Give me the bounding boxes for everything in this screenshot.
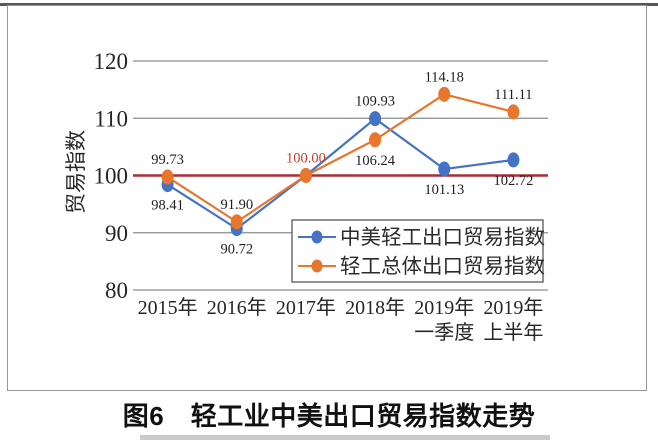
svg-text:2018年: 2018年 [345, 296, 405, 319]
svg-text:100: 100 [94, 164, 129, 189]
y-tick-labels: 80 90 100 110 120 [94, 49, 129, 303]
svg-text:102.72: 102.72 [493, 173, 533, 189]
series-1-marker [369, 132, 382, 148]
series-1-marker [230, 214, 243, 230]
cropped-next-line-remnant [140, 435, 550, 440]
legend-entry-label: 中美轻工出口贸易指数 [340, 226, 545, 249]
svg-text:一季度: 一季度 [414, 321, 474, 344]
svg-text:2017年: 2017年 [276, 296, 336, 319]
svg-text:111.11: 111.11 [494, 87, 532, 103]
svg-text:110: 110 [94, 106, 128, 131]
legend-box [291, 219, 544, 283]
svg-text:80: 80 [105, 278, 128, 303]
series-1-line [161, 86, 520, 230]
svg-text:106.24: 106.24 [355, 153, 396, 169]
svg-text:114.18: 114.18 [425, 69, 464, 85]
series-1-marker [438, 86, 451, 102]
svg-text:99.73: 99.73 [151, 152, 184, 168]
svg-text:2019年: 2019年 [414, 296, 474, 319]
figure-caption: 图6 轻工业中美出口贸易指数走势 [122, 401, 536, 431]
legend-entry-label: 轻工总体出口贸易指数 [340, 255, 545, 278]
svg-text:101.13: 101.13 [424, 182, 464, 198]
series-0-marker [507, 152, 520, 168]
svg-text:91.90: 91.90 [220, 197, 253, 213]
legend-marker [311, 259, 323, 273]
svg-text:109.93: 109.93 [355, 94, 395, 110]
series-0-marker [438, 161, 451, 177]
svg-text:上半年: 上半年 [483, 321, 543, 344]
legend-marker [311, 230, 323, 244]
y-axis-title: 贸易指数 [64, 130, 88, 214]
series-0-line [161, 111, 520, 237]
data-labels: 98.41 90.72 109.93 101.13 102.72 99.73 91.90 10… [151, 69, 533, 257]
series-1-marker [507, 104, 520, 120]
svg-text:90: 90 [105, 221, 128, 246]
svg-text:100.00: 100.00 [286, 151, 326, 167]
svg-text:90.72: 90.72 [220, 242, 253, 258]
svg-text:2016年: 2016年 [207, 296, 267, 319]
svg-text:2019年: 2019年 [483, 296, 543, 319]
series-0-marker [369, 111, 382, 127]
top-divider-rule [0, 3, 658, 6]
svg-text:2015年: 2015年 [138, 296, 198, 319]
series-1-marker [161, 169, 174, 185]
series-1-marker [299, 168, 312, 183]
svg-text:98.41: 98.41 [151, 198, 184, 214]
svg-text:120: 120 [94, 49, 129, 74]
chart-frame [7, 5, 647, 391]
